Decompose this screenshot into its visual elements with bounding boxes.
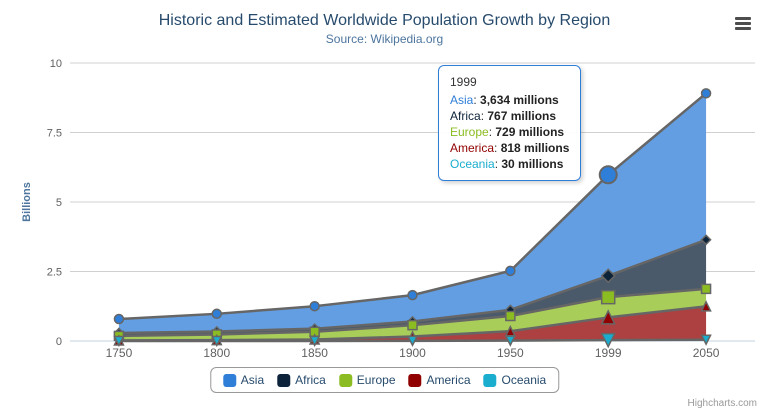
area-africa [118,239,707,336]
marker-oceania-1900[interactable] [406,335,419,348]
marker-asia-1800[interactable] [211,308,223,320]
tooltip-series-name: Oceania [450,157,495,171]
marker-asia-1950[interactable] [505,265,516,277]
tooltip-header: 1999 [450,75,477,89]
legend-label: Oceania [501,373,547,387]
y-axis-title: Billions [21,182,33,222]
marker-oceania-1800[interactable] [211,335,223,348]
x-category-label: 1950 [497,346,524,360]
x-category-label: 1999 [595,346,622,360]
marker-oceania-2050[interactable] [700,334,712,346]
tooltip-row: America: 818 millions [450,140,569,156]
marker-oceania-1950[interactable] [504,335,517,347]
tooltip-separator: : [488,125,496,139]
legend-item-africa[interactable]: Africa [277,373,326,387]
x-category-label: 1750 [106,346,133,360]
tooltip-value: 30 millions [501,157,564,171]
tooltip-separator: : [494,141,501,155]
tooltip-row: Africa: 767 millions [450,108,569,124]
marker-oceania-1999[interactable] [600,332,616,349]
area-america [118,306,707,341]
marker-africa-1999[interactable] [600,268,616,284]
y-tick-label: 0 [56,336,62,348]
marker-asia-1900[interactable] [407,289,418,301]
legend-label: Asia [240,373,265,387]
y-tick-label: 10 [50,58,62,70]
legend-label: America [426,373,471,387]
tooltip-value: 818 millions [500,141,570,155]
tooltip-series-name: America [450,141,495,155]
x-category-label: 2050 [693,346,720,360]
legend-item-europe[interactable]: Europe [338,373,396,387]
marker-oceania-1850[interactable] [308,335,321,348]
tooltip-row: Asia: 3,634 millions [450,92,569,108]
chart-title: Historic and Estimated Worldwide Populat… [158,12,611,29]
x-category-label: 1850 [301,346,328,360]
area-asia [118,93,707,333]
tooltip-separator: : [480,109,488,123]
marker-asia-1750[interactable] [113,313,125,325]
tooltip-series-name: Asia [450,93,474,107]
legend-swatch-asia [222,373,236,387]
marker-europe-1950[interactable] [505,310,516,322]
hamburger-icon [735,17,751,20]
legend-item-oceania[interactable]: Oceania [483,373,547,387]
export-menu-button[interactable] [735,17,751,32]
tooltip-series-name: Europe [450,125,489,139]
tooltip-row: Europe: 729 millions [450,124,569,140]
x-category-label: 1900 [399,346,426,360]
tooltip-value: 3,634 millions [480,93,559,107]
legend-swatch-america [408,373,422,387]
marker-america-2050[interactable] [700,300,712,312]
credits-link[interactable]: Highcharts.com [687,398,757,409]
legend-swatch-oceania [483,373,497,387]
marker-europe-2050[interactable] [700,283,712,295]
marker-europe-1999[interactable] [600,289,616,305]
marker-asia-1999[interactable] [598,165,618,185]
y-tick-label: 7.5 [47,128,62,140]
marker-oceania-1750[interactable] [113,335,125,348]
tooltip: 1999 Asia: 3,634 millions Africa: 767 mil… [438,65,582,181]
marker-asia-2050[interactable] [700,88,712,99]
marker-america-1999[interactable] [600,309,616,325]
tooltip-series-name: Africa [450,109,481,123]
marker-africa-2050[interactable] [700,234,712,246]
marker-europe-1900[interactable] [407,319,418,331]
chart-subtitle: Source: Wikipedia.org [325,32,444,46]
tooltip-rows: Asia: 3,634 millions Africa: 767 millions… [450,92,569,172]
legend-swatch-europe [338,373,352,387]
tooltip-value: 729 millions [495,125,565,139]
hamburger-icon [735,22,751,25]
tooltip-separator: : [494,157,502,171]
y-tick-label: 5 [56,197,62,209]
y-tick-label: 2.5 [47,267,62,279]
tooltip-row: Oceania: 30 millions [450,156,569,172]
marker-asia-1850[interactable] [309,300,320,312]
legend-swatch-africa [277,373,291,387]
legend-label: Africa [295,373,326,387]
x-category-label: 1800 [203,346,230,360]
hamburger-icon [735,27,751,30]
legend-label: Europe [356,373,396,387]
legend: Asia Africa Europe America Oceania [209,367,560,393]
tooltip-separator: : [473,93,481,107]
legend-item-asia[interactable]: Asia [222,373,265,387]
tooltip-value: 767 millions [487,109,557,123]
legend-item-america[interactable]: America [408,373,471,387]
